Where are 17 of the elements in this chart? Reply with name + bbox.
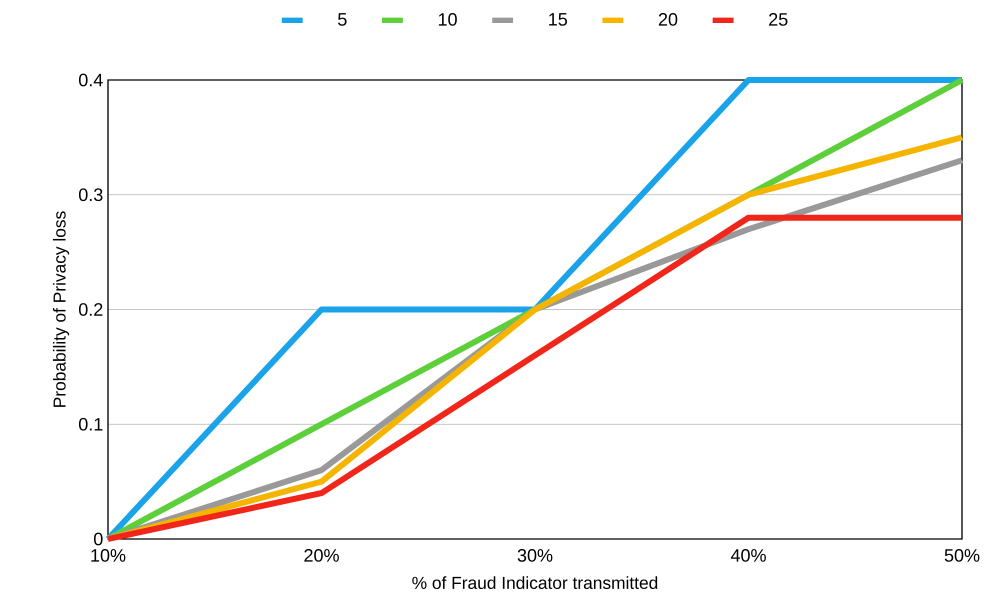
y-tick-label: 0.4 <box>78 74 103 86</box>
x-tick-label: 40% <box>730 549 766 562</box>
x-tick-label: 50% <box>944 549 980 562</box>
legend-label: 15 <box>549 13 568 26</box>
legend-label: 20 <box>658 13 678 26</box>
x-tick-label: 20% <box>304 549 339 562</box>
y-tick-label: 0 <box>94 532 103 546</box>
legend-label: 10 <box>438 13 457 26</box>
x-tick-label: 30% <box>518 549 552 562</box>
x-axis-title: % of Fraud Indicator transmitted <box>412 576 658 590</box>
y-tick-label: 0.1 <box>78 418 102 431</box>
y-tick-label: 0.3 <box>78 188 103 202</box>
y-tick-label: 0.2 <box>78 303 102 316</box>
y-axis-title: Probability of Privacy loss <box>52 211 70 407</box>
legend-label: 5 <box>338 13 347 26</box>
legend-label: 25 <box>769 13 788 26</box>
x-tick-label: 10% <box>91 549 126 562</box>
